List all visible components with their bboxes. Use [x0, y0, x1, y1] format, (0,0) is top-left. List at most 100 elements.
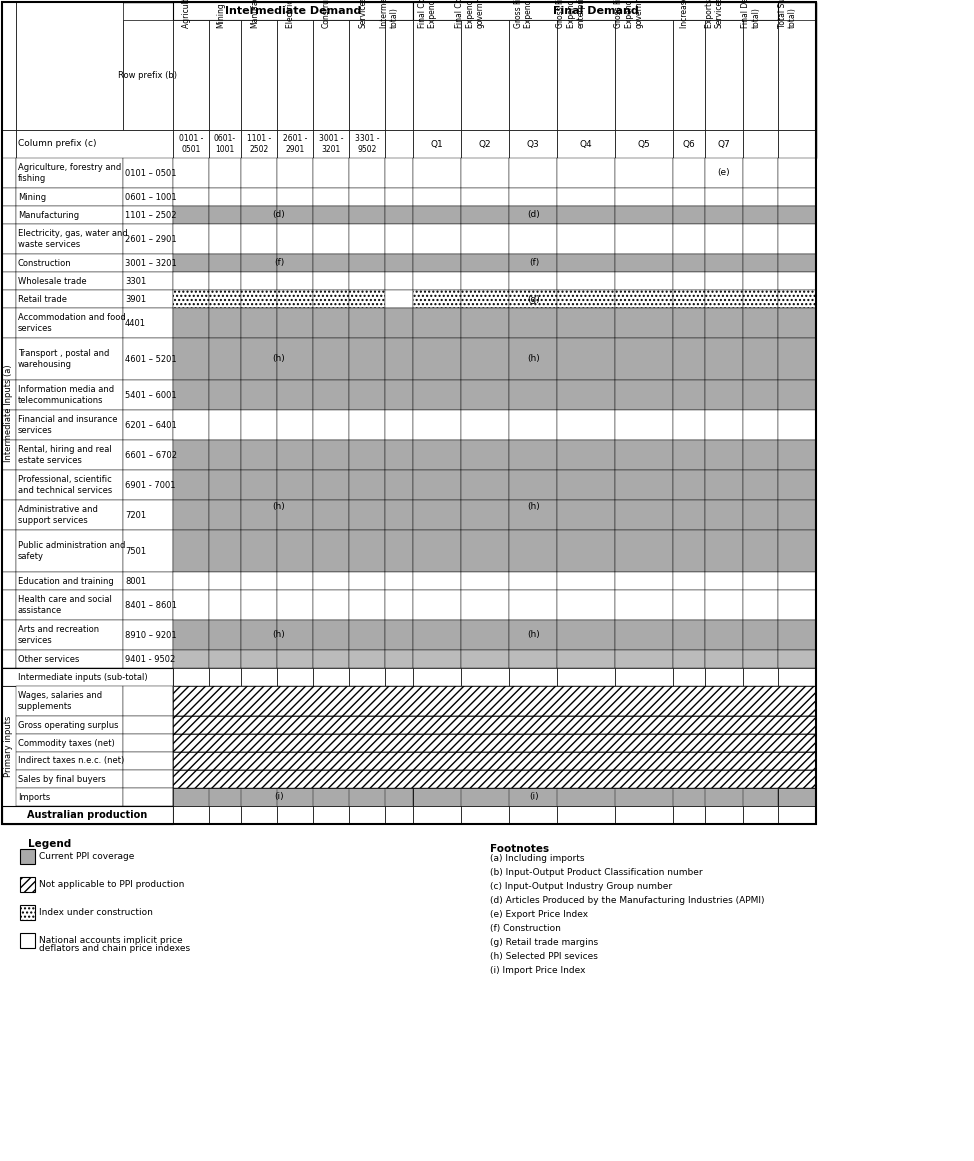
Text: (h): (h): [273, 354, 285, 363]
Bar: [385, 130, 413, 158]
Bar: [385, 470, 413, 500]
Bar: [16, 770, 123, 788]
Bar: [173, 716, 816, 734]
Bar: [743, 440, 778, 470]
Text: Accommodation and food
services: Accommodation and food services: [18, 313, 126, 333]
Bar: [173, 188, 209, 205]
Text: Total Supply (grand
total): Total Supply (grand total): [777, 0, 797, 28]
Bar: [615, 272, 673, 290]
Text: Not applicable to PPI production: Not applicable to PPI production: [39, 880, 184, 889]
Bar: [16, 620, 123, 650]
Text: 6601 – 6702: 6601 – 6702: [125, 450, 177, 460]
Bar: [705, 380, 743, 410]
Bar: [385, 290, 413, 308]
Text: Gross Fixed Capital
Expenditure - General
government: Gross Fixed Capital Expenditure - Genera…: [615, 0, 644, 28]
Bar: [16, 290, 123, 308]
Bar: [743, 308, 778, 338]
Bar: [778, 290, 816, 308]
Bar: [349, 290, 385, 308]
Bar: [241, 205, 277, 224]
Bar: [705, 290, 743, 308]
Text: Column prefix (c): Column prefix (c): [18, 139, 96, 149]
Bar: [349, 410, 385, 440]
Bar: [385, 590, 413, 620]
Bar: [705, 668, 743, 686]
Bar: [2, 380, 16, 410]
Bar: [277, 500, 313, 531]
Bar: [509, 308, 557, 338]
Bar: [673, 410, 705, 440]
Text: Final Consumption
Expenditure -
government: Final Consumption Expenditure - governme…: [455, 0, 485, 28]
Text: (c) Input-Output Industry Group number: (c) Input-Output Industry Group number: [490, 882, 672, 890]
Bar: [123, 338, 173, 380]
Text: (f): (f): [529, 259, 540, 267]
Bar: [16, 440, 123, 470]
Bar: [778, 308, 816, 338]
Bar: [413, 806, 461, 824]
Bar: [313, 158, 349, 188]
Bar: [241, 308, 277, 338]
Bar: [123, 254, 173, 272]
Bar: [16, 205, 123, 224]
Text: (b) Input-Output Product Classification number: (b) Input-Output Product Classification …: [490, 868, 702, 877]
Text: Construction: Construction: [18, 259, 72, 267]
Bar: [173, 572, 209, 590]
Bar: [16, 716, 123, 734]
Bar: [173, 752, 816, 770]
Bar: [2, 130, 16, 158]
Bar: [705, 572, 743, 590]
Bar: [615, 668, 673, 686]
Bar: [2, 272, 16, 290]
Bar: [673, 470, 705, 500]
Bar: [385, 410, 413, 440]
Bar: [461, 380, 509, 410]
Bar: [2, 686, 16, 806]
Bar: [461, 254, 509, 272]
Bar: [313, 272, 349, 290]
Bar: [241, 158, 277, 188]
Text: Q3: Q3: [527, 139, 540, 149]
Bar: [509, 668, 557, 686]
Bar: [385, 806, 413, 824]
Bar: [778, 650, 816, 668]
Text: Footnotes: Footnotes: [490, 844, 549, 854]
Bar: [123, 410, 173, 440]
Bar: [173, 686, 816, 716]
Bar: [673, 272, 705, 290]
Bar: [509, 590, 557, 620]
Text: Health care and social
assistance: Health care and social assistance: [18, 596, 112, 614]
Bar: [557, 272, 615, 290]
Bar: [413, 338, 461, 380]
Text: 3301 -
9502: 3301 - 9502: [355, 135, 379, 153]
Bar: [349, 130, 385, 158]
Bar: [743, 224, 778, 254]
Bar: [209, 531, 241, 572]
Bar: [509, 188, 557, 205]
Bar: [673, 572, 705, 590]
Bar: [173, 308, 209, 338]
Bar: [173, 531, 209, 572]
Bar: [705, 254, 743, 272]
Bar: [313, 254, 349, 272]
Bar: [16, 308, 123, 338]
Bar: [743, 620, 778, 650]
Text: Sales by final buyers: Sales by final buyers: [18, 774, 106, 784]
Bar: [413, 188, 461, 205]
Bar: [16, 650, 123, 668]
Bar: [509, 158, 557, 188]
Bar: [413, 788, 778, 806]
Bar: [461, 650, 509, 668]
Bar: [349, 188, 385, 205]
Bar: [349, 668, 385, 686]
Bar: [123, 572, 173, 590]
Bar: [413, 308, 461, 338]
Bar: [173, 650, 209, 668]
Bar: [385, 188, 413, 205]
Bar: [557, 308, 615, 338]
Bar: [313, 572, 349, 590]
Text: 5401 – 6001: 5401 – 6001: [125, 390, 176, 399]
Bar: [743, 272, 778, 290]
Text: 0601 – 1001: 0601 – 1001: [125, 193, 176, 202]
Bar: [778, 272, 816, 290]
Bar: [277, 308, 313, 338]
